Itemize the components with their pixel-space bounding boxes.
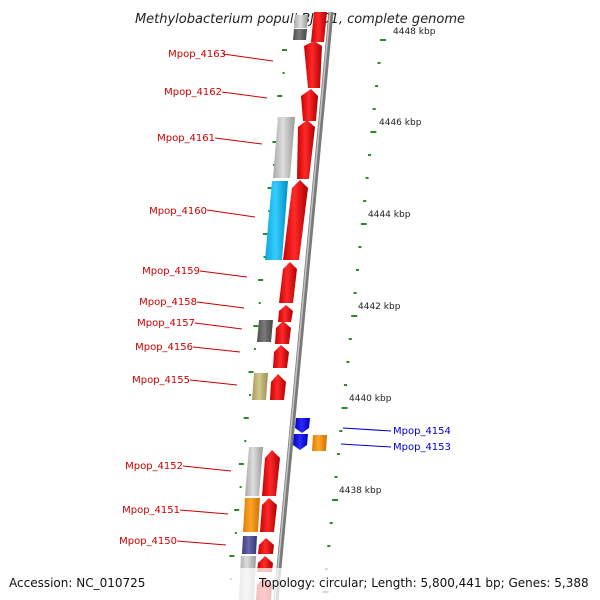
gene-label-mpop-4153[interactable]: Mpop_4153 bbox=[340, 442, 451, 453]
svg-text:Mpop_4159: Mpop_4159 bbox=[142, 266, 200, 277]
svg-text:Mpop_4152: Mpop_4152 bbox=[125, 461, 183, 472]
svg-text:Mpop_4158: Mpop_4158 bbox=[139, 297, 197, 308]
cds-arrow-mpop-4159 bbox=[279, 262, 297, 303]
gene-label-mpop-4160[interactable]: Mpop_4160 bbox=[149, 206, 256, 218]
tick-label-4448: 4448 kbp bbox=[393, 27, 436, 37]
cds-arrow-mpop-4163 bbox=[311, 12, 327, 42]
cds-arrow-mpop-4162 bbox=[304, 41, 322, 88]
gene-label-mpop-4152[interactable]: Mpop_4152 bbox=[125, 461, 232, 472]
accession-text: Accession: NC_010725 bbox=[9, 576, 145, 590]
cog-block-purple-4150 bbox=[242, 536, 257, 554]
genome-summary-text: Topology: circular; Length: 5,800,441 bp… bbox=[258, 576, 589, 590]
gene-label-mpop-4158[interactable]: Mpop_4158 bbox=[139, 297, 245, 309]
cog-block-grey-4161 bbox=[273, 117, 295, 178]
svg-text:Mpop_4162: Mpop_4162 bbox=[164, 87, 222, 98]
gene-label-mpop-4163[interactable]: Mpop_4163 bbox=[168, 49, 274, 62]
svg-text:Mpop_4157: Mpop_4157 bbox=[137, 318, 195, 329]
scale-ticks bbox=[322, 39, 386, 593]
cds-arrow-mpop-4153 bbox=[293, 434, 308, 450]
cds-arrow-mpop-4157 bbox=[275, 321, 291, 344]
forward-cds-track bbox=[256, 12, 327, 600]
cds-arrow-mpop-4160 bbox=[283, 180, 308, 260]
cog-block-orange-4153 bbox=[312, 435, 327, 451]
cog-block-dark-4157 bbox=[257, 320, 273, 342]
cog-block-grey-4152 bbox=[245, 447, 263, 496]
inner-dots bbox=[229, 49, 287, 580]
tick-label-4446: 4446 kbp bbox=[379, 118, 422, 128]
footer-background bbox=[0, 568, 600, 600]
cds-arrow-mpop-4150a bbox=[258, 538, 274, 554]
genome-backbone bbox=[273, 11, 334, 600]
cog-block-cyan-4160 bbox=[265, 181, 288, 260]
gene-label-mpop-4161[interactable]: Mpop_4161 bbox=[157, 133, 263, 145]
svg-text:Mpop_4161: Mpop_4161 bbox=[157, 133, 215, 144]
tick-label-4442: 4442 kbp bbox=[358, 302, 401, 312]
svg-text:Mpop_4154: Mpop_4154 bbox=[393, 426, 451, 437]
cds-arrow-mpop-4161a bbox=[301, 89, 318, 121]
cog-block-khaki-4155 bbox=[252, 373, 268, 400]
svg-text:Mpop_4155: Mpop_4155 bbox=[132, 375, 190, 386]
svg-text:Mpop_4163: Mpop_4163 bbox=[168, 49, 226, 60]
tick-label-4440: 4440 kbp bbox=[349, 394, 392, 404]
gene-label-mpop-4156[interactable]: Mpop_4156 bbox=[135, 342, 241, 353]
tick-label-4444: 4444 kbp bbox=[368, 210, 411, 220]
cds-arrow-mpop-4158 bbox=[278, 305, 293, 322]
svg-text:Mpop_4160: Mpop_4160 bbox=[149, 206, 207, 217]
cds-arrow-mpop-4161b bbox=[297, 120, 315, 179]
cog-block-grey-top bbox=[294, 15, 308, 28]
reverse-cds-track bbox=[293, 418, 327, 451]
gene-label-mpop-4150[interactable]: Mpop_4150 bbox=[119, 536, 227, 547]
gene-label-mpop-4157[interactable]: Mpop_4157 bbox=[137, 318, 243, 330]
cog-block-orange-4151 bbox=[243, 498, 260, 532]
gene-labels: Mpop_4163 Mpop_4162 Mpop_4161 Mpop_4160 … bbox=[119, 49, 451, 547]
cds-arrow-mpop-4152 bbox=[262, 450, 280, 496]
gene-label-mpop-4159[interactable]: Mpop_4159 bbox=[142, 266, 248, 278]
gene-label-mpop-4155[interactable]: Mpop_4155 bbox=[132, 375, 238, 386]
svg-text:Mpop_4153: Mpop_4153 bbox=[393, 442, 451, 453]
gene-label-mpop-4151[interactable]: Mpop_4151 bbox=[122, 505, 229, 516]
cds-arrow-mpop-4154 bbox=[295, 418, 310, 433]
tick-label-4438: 4438 kbp bbox=[339, 486, 382, 496]
gene-label-mpop-4162[interactable]: Mpop_4162 bbox=[164, 87, 268, 99]
cog-blocks bbox=[239, 15, 308, 600]
svg-text:Mpop_4156: Mpop_4156 bbox=[135, 342, 193, 353]
cog-block-dark-top bbox=[293, 29, 307, 40]
cds-arrow-mpop-4156 bbox=[273, 345, 289, 368]
gene-label-mpop-4154[interactable]: Mpop_4154 bbox=[342, 426, 451, 437]
svg-text:Mpop_4151: Mpop_4151 bbox=[122, 505, 180, 516]
svg-text:Mpop_4150: Mpop_4150 bbox=[119, 536, 177, 547]
cds-arrow-mpop-4155 bbox=[270, 374, 286, 400]
cds-arrow-mpop-4151 bbox=[260, 498, 277, 532]
